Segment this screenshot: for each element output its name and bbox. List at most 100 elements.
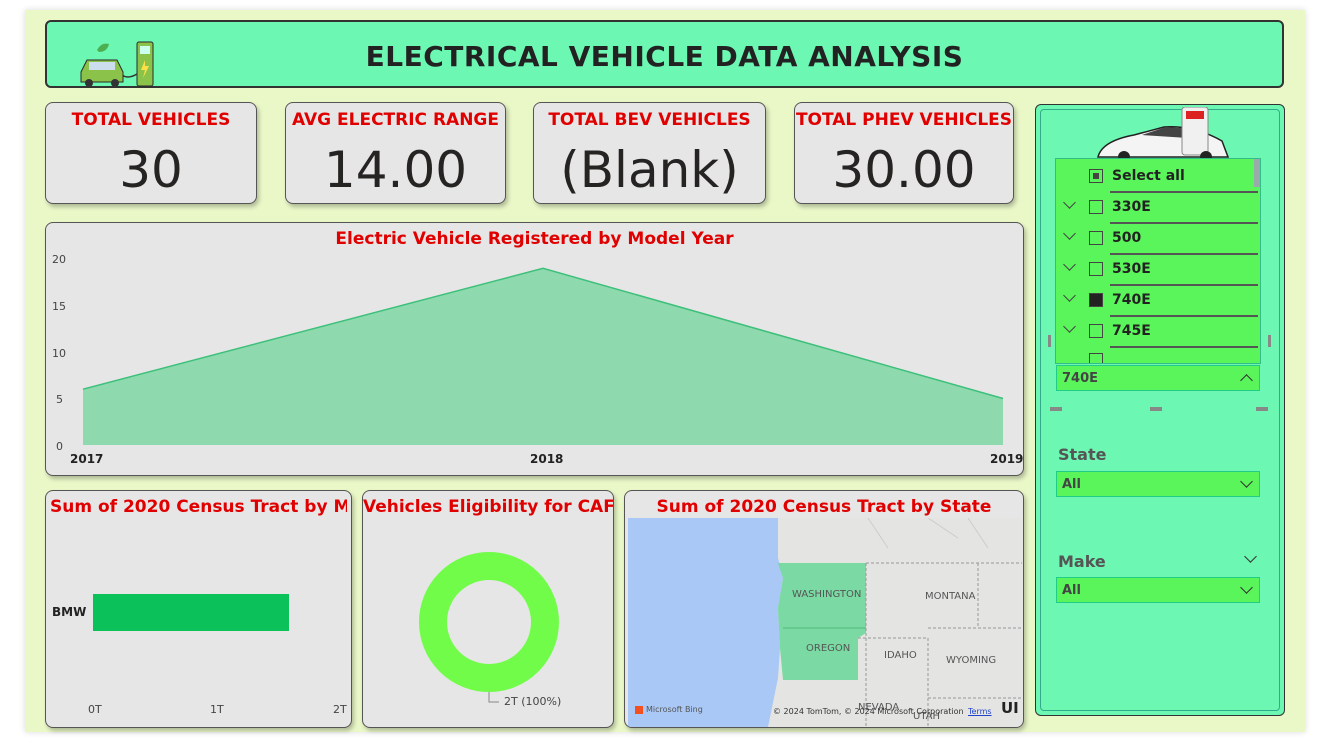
chart-title: Sum of 2020 Census Tract by State: [656, 497, 992, 517]
checkbox[interactable]: [1089, 231, 1103, 245]
map-view[interactable]: [628, 518, 1022, 727]
map-copyright: © 2024 TomTom, © 2024 Microsoft Corporat…: [773, 707, 964, 716]
y-tick: 10: [52, 347, 66, 360]
kpi-value: 14.00: [323, 141, 468, 199]
list-item-label: 745E: [1112, 323, 1151, 339]
bar-category-label: BMW: [52, 605, 87, 619]
list-scrollbar[interactable]: [1254, 159, 1260, 187]
resize-handle[interactable]: [1050, 407, 1062, 411]
state-dropdown[interactable]: All: [1056, 471, 1260, 497]
donut-chart: [419, 552, 559, 703]
model-list-popup[interactable]: Select all 330E 500 530E 740E: [1055, 158, 1261, 364]
ev-charging-icon: [80, 41, 154, 87]
bing-text: Microsoft Bing: [646, 705, 703, 714]
state-slicer-label: State: [1058, 445, 1107, 464]
bing-logo: Microsoft Bing: [635, 705, 703, 714]
checkbox[interactable]: [1089, 324, 1103, 338]
chevron-up-icon[interactable]: [1240, 374, 1253, 387]
donut-chart-card[interactable]: Vehicles Eligibility for CAFV 2T (100%): [362, 490, 614, 728]
ev-car-image: [1097, 107, 1230, 161]
kpi-label: TOTAL PHEV VEHICLES: [795, 110, 1013, 130]
map-label-washington: WASHINGTON: [792, 589, 862, 600]
list-item-label: 530E: [1112, 261, 1151, 277]
kpi-total-phev: TOTAL PHEV VEHICLES 30.00: [794, 102, 1014, 204]
y-tick: 20: [52, 253, 66, 266]
filter-panel-inner: [1040, 109, 1280, 711]
report-canvas: ELECTRICAL VEHICLE DATA ANALYSIS TOTAL V…: [25, 10, 1305, 732]
x-tick: 2019: [990, 452, 1024, 466]
area-chart: [82, 267, 1004, 445]
y-tick: 5: [56, 393, 63, 406]
dashboard-title: ELECTRICAL VEHICLE DATA ANALYSIS: [365, 40, 964, 73]
checkbox[interactable]: [1089, 353, 1103, 363]
checkbox[interactable]: [1089, 293, 1103, 307]
bar-bmw[interactable]: [93, 594, 289, 631]
kpi-value: (Blank): [560, 141, 739, 199]
map-label-wyoming: WYOMING: [946, 655, 997, 666]
resize-handle[interactable]: [1150, 407, 1162, 411]
map-edge-text: UI: [1001, 699, 1019, 717]
divider: [1110, 191, 1258, 193]
list-item-label: 330E: [1112, 199, 1151, 215]
divider: [1110, 315, 1258, 317]
x-tick: 2018: [530, 452, 564, 466]
list-item-label: 740E: [1112, 292, 1151, 308]
checkbox[interactable]: [1089, 262, 1103, 276]
chevron-down-icon[interactable]: [1240, 581, 1253, 594]
resize-handle[interactable]: [1048, 335, 1051, 347]
divider: [1110, 284, 1258, 286]
map-terms-link[interactable]: Terms: [968, 707, 992, 716]
chevron-down-icon[interactable]: [1063, 196, 1076, 209]
list-item-530e[interactable]: 530E: [1056, 253, 1260, 285]
kpi-label: TOTAL BEV VEHICLES: [548, 110, 751, 130]
kpi-value: 30.00: [832, 141, 976, 199]
make-dropdown[interactable]: All: [1056, 577, 1260, 603]
make-slicer-label: Make: [1058, 552, 1106, 571]
list-item-330e[interactable]: 330E: [1056, 191, 1260, 223]
chevron-down-icon[interactable]: [1063, 258, 1076, 271]
x-tick: 2017: [70, 452, 104, 466]
kpi-total-bev: TOTAL BEV VEHICLES (Blank): [533, 102, 766, 204]
map-label-oregon: OREGON: [806, 643, 851, 654]
chevron-down-icon[interactable]: [1063, 227, 1076, 240]
kpi-avg-electric-range: AVG ELECTRIC RANGE 14.00: [285, 102, 506, 204]
list-item-740e[interactable]: 740E: [1056, 284, 1260, 316]
area-chart-card[interactable]: Electric Vehicle Registered by Model Yea…: [45, 222, 1024, 476]
kpi-value: 30: [119, 141, 183, 199]
map-label-utah: UTAH: [913, 711, 941, 722]
chevron-down-icon[interactable]: [1063, 289, 1076, 302]
kpi-total-vehicles: TOTAL VEHICLES 30: [45, 102, 257, 204]
donut-label: 2T (100%): [504, 695, 562, 708]
map-label-nevada: NEVADA: [858, 702, 900, 713]
chevron-down-icon[interactable]: [1240, 475, 1253, 488]
area-series[interactable]: [83, 268, 1003, 445]
list-item-500[interactable]: 500: [1056, 222, 1260, 254]
x-tick: 2T: [333, 703, 347, 716]
chart-title: Vehicles Eligibility for CAFV: [363, 497, 613, 517]
list-item-select-all[interactable]: Select all: [1056, 161, 1260, 192]
make-dropdown-value: All: [1062, 583, 1081, 598]
chevron-down-icon[interactable]: [1063, 320, 1076, 333]
list-item-label: Select all: [1112, 168, 1185, 184]
y-tick: 15: [52, 300, 66, 313]
x-tick: 0T: [88, 703, 102, 716]
checkbox[interactable]: [1089, 200, 1103, 214]
model-dropdown[interactable]: 740E: [1056, 365, 1260, 391]
list-item-partial[interactable]: [1056, 346, 1260, 363]
kpi-label: TOTAL VEHICLES: [71, 110, 231, 130]
checkbox[interactable]: [1089, 169, 1103, 183]
chart-title: Electric Vehicle Registered by Model Yea…: [335, 229, 734, 249]
resize-handle[interactable]: [1256, 407, 1268, 411]
y-tick: 0: [56, 440, 63, 453]
map-card[interactable]: Sum of 2020 Census Tract by State WASHIN…: [624, 490, 1024, 728]
state-dropdown-value: All: [1062, 477, 1081, 492]
divider: [1110, 253, 1258, 255]
list-item-label: 500: [1112, 230, 1142, 246]
list-item-745e[interactable]: 745E: [1056, 315, 1260, 347]
chart-title: Sum of 2020 Census Tract by M...: [50, 497, 347, 517]
donut-slice[interactable]: [419, 552, 559, 692]
map-label-montana: MONTANA: [925, 591, 976, 602]
resize-handle[interactable]: [1268, 335, 1271, 347]
bar-chart-card[interactable]: Sum of 2020 Census Tract by M... BMW 0T …: [45, 490, 352, 728]
title-banner: ELECTRICAL VEHICLE DATA ANALYSIS: [45, 20, 1284, 88]
